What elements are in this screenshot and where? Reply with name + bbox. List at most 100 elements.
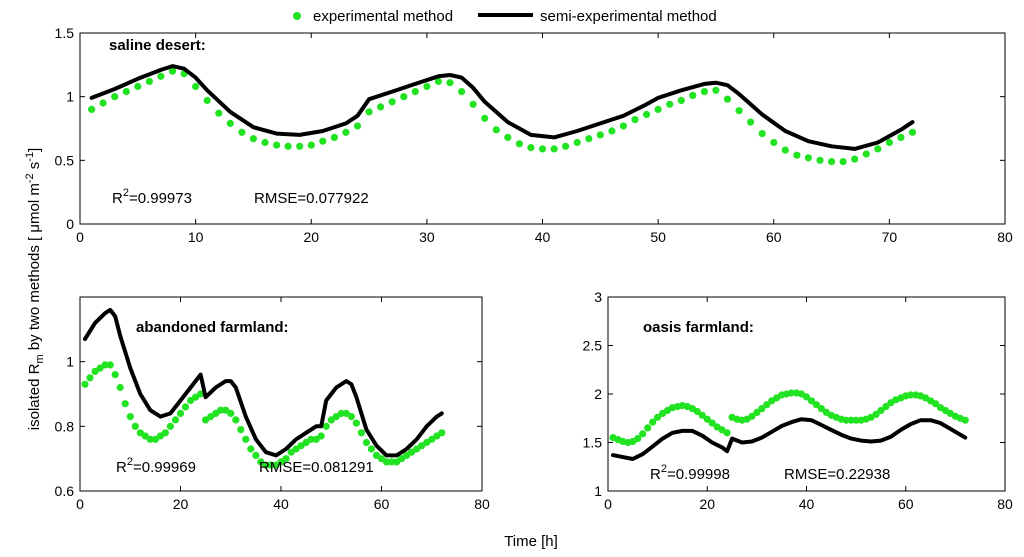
experimental-point [693,407,701,416]
experimental-point [931,400,940,408]
x-axis-label: Time [h] [504,533,558,550]
experimental-point [698,411,706,419]
experimental-point [400,93,408,101]
experimental-point [322,422,330,430]
y-tick-label: 1 [594,483,602,499]
experimental-point [596,131,604,139]
experimental-point [619,122,628,130]
experimental-point [337,409,345,417]
experimental-point [282,455,290,463]
experimental-point [423,82,431,91]
experimental-point [481,114,489,122]
x-tick-label: 30 [419,229,435,245]
x-tick-label: 0 [76,229,84,245]
experimental-point [644,424,652,432]
experimental-point [907,391,915,399]
experimental-point [227,409,235,417]
experimental-point [192,82,200,91]
r-squared-label: R2=0.99969 [116,456,196,476]
experimental-point [146,435,154,443]
experimental-point [723,95,732,103]
experimental-point [446,79,454,87]
panel-oasis-farmland: 0 20 40 60 80 1 1.5 2 2.5 3 oasis farmland: R2=0.… [583,289,1013,512]
experimental-point [877,406,885,415]
experimental-point [261,138,269,147]
experimental-point [608,127,616,135]
experimental-point [562,142,570,150]
axis-ticks: 0 10 20 30 40 50 60 70 80 0 0.5 1 1.5 [55,25,1013,245]
experimental-point [81,380,89,388]
axis-ticks: 0 20 40 60 80 1 1.5 2 2.5 3 [583,289,1013,512]
experimental-point [842,416,850,424]
experimental-point [237,426,245,434]
y-tick-label: 1.5 [55,25,75,41]
y-tick-label: 0 [66,216,74,232]
experimental-point [747,118,755,126]
experimental-point [330,133,338,141]
x-tick-label: 20 [699,496,715,512]
panel-saline-desert: 0 10 20 30 40 50 60 70 80 0 0.5 1 1.5 saline desert:… [55,25,1013,245]
semi-experimental-line [89,64,915,151]
experimental-point [897,133,905,141]
experimental-point [649,418,657,426]
experimental-point [703,415,711,423]
experimental-point [758,405,766,413]
experimental-point [802,393,811,401]
rmse-label: RMSE=0.077922 [254,190,369,207]
experimental-point [166,422,174,430]
experimental-point [538,145,547,153]
x-tick-label: 0 [604,496,612,512]
panel-title: abandoned farmland: [136,319,289,336]
experimental-point [181,403,190,411]
experimental-point [723,429,731,437]
semi-experimental-line [611,417,968,461]
experimental-point [882,403,890,411]
experimental-point [122,88,130,96]
x-tick-label: 80 [997,496,1013,512]
experimental-point [654,105,662,113]
experimental-point [469,100,477,108]
experimental-point [527,144,535,152]
experimental-point [342,128,350,136]
r-squared-label: R2=0.99973 [112,187,192,207]
experimental-point [232,416,240,424]
x-tick-label: 10 [188,229,204,245]
experimental-point [550,145,558,153]
y-tick-label: 0.8 [55,418,75,434]
experimental-point [145,77,153,85]
x-tick-label: 60 [898,496,914,512]
experimental-point [307,141,315,149]
plot-area [609,389,969,461]
experimental-point [492,126,500,134]
rmse-label: RMSE=0.081291 [259,459,374,476]
experimental-point [168,67,177,75]
y-tick-label: 1.5 [583,435,603,451]
x-tick-label: 20 [173,496,189,512]
experimental-point [793,151,801,159]
experimental-point [238,128,246,136]
experimental-point [284,142,292,150]
semi-experimental-line [83,307,444,458]
y-tick-label: 3 [594,289,602,305]
experimental-point [357,429,365,437]
experimental-point [763,401,771,409]
x-tick-label: 60 [766,229,782,245]
experimental-point [961,416,969,424]
experimental-point [367,445,375,453]
experimental-point [748,412,756,420]
y-axis-label: isolated Rm by two methods [ μmol m-2 s-… [24,148,46,430]
experimental-point [781,146,789,154]
experimental-point [126,413,134,421]
experimental-point [807,397,816,405]
experimental-point [788,389,796,397]
experimental-point [202,416,210,424]
experimental-point [851,155,859,163]
legend-experimental-marker [293,12,301,20]
experimental-point [631,116,639,124]
x-tick-label: 0 [76,496,84,512]
experimental-point [438,429,446,437]
experimental-point [666,100,674,108]
plot-frame [79,32,1006,225]
experimental-point [352,419,360,427]
experimental-point [157,72,165,80]
